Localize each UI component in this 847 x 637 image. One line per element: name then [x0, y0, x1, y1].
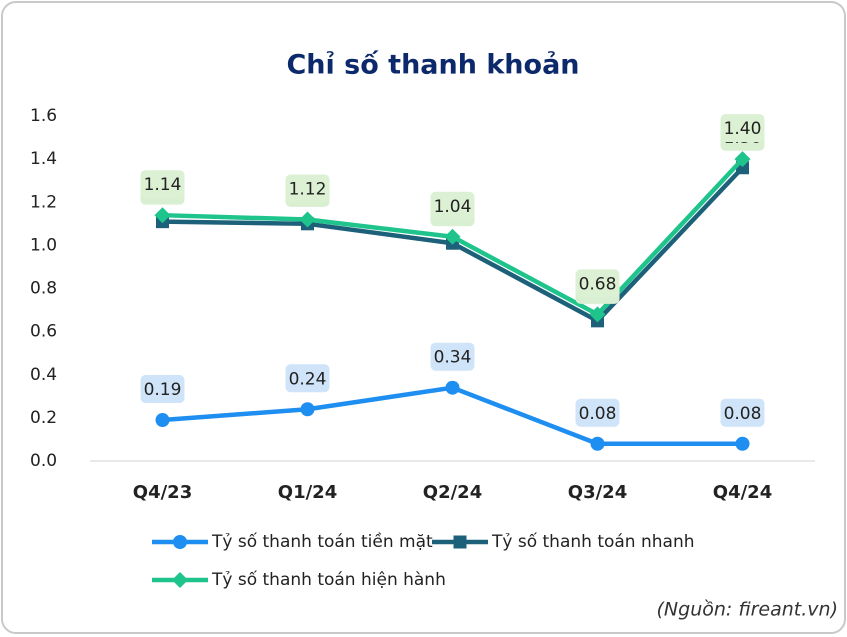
marker [155, 413, 170, 428]
data-label-bg [430, 191, 475, 220]
data-label: 0.34 [434, 348, 472, 368]
data-label: 0.68 [579, 274, 617, 294]
data-label: 1.40 [724, 119, 762, 139]
chart-title: Chỉ số thanh khoản [286, 50, 579, 81]
y-tick-label: 1.4 [30, 149, 57, 169]
legend-label: Tỷ số thanh toán tiền mặt [211, 531, 433, 552]
data-label-bg [140, 170, 185, 199]
marker [172, 572, 188, 588]
data-label-bg [285, 174, 330, 203]
data-label-bg [140, 375, 185, 404]
x-tick-label: Q2/24 [423, 482, 482, 503]
y-tick-label: 1.6 [30, 106, 57, 126]
data-label: 1.04 [434, 197, 472, 217]
x-tick-label: Q4/24 [713, 482, 772, 503]
data-label-bg [575, 269, 620, 298]
y-tick-label: 0.8 [30, 279, 57, 299]
series [154, 151, 751, 323]
data-label: 0.08 [579, 404, 617, 424]
data-label: 0.08 [724, 404, 762, 424]
source: (Nguồn: fireant.vn) [657, 599, 838, 621]
y-tick-label: 1.0 [30, 235, 57, 255]
y-tick-label: 0.0 [30, 451, 57, 471]
data-label-bg [430, 342, 475, 371]
y-tick-label: 1.2 [30, 192, 57, 212]
data-label: 1.12 [289, 180, 327, 200]
series [155, 380, 750, 451]
data-label: 1.14 [144, 175, 182, 195]
y-tick-label: 0.2 [30, 408, 57, 428]
x-tick-label: Q3/24 [568, 482, 627, 503]
data-label: 0.19 [144, 380, 182, 400]
marker [734, 151, 751, 168]
marker [173, 535, 187, 549]
data-label-bg [720, 398, 765, 427]
data-label-bg [575, 398, 620, 427]
marker [154, 207, 171, 224]
marker [445, 380, 460, 395]
x-tick-label: Q4/23 [133, 482, 192, 503]
data-label: 0.24 [289, 369, 327, 389]
data-label-bg [285, 364, 330, 393]
marker [299, 211, 316, 228]
marker [300, 402, 315, 417]
x-tick-label: Q1/24 [278, 482, 337, 503]
marker [735, 436, 750, 451]
marker [444, 228, 461, 245]
legend-label: Tỷ số thanh toán hiện hành [211, 569, 446, 590]
data-label-bg [720, 114, 765, 143]
y-tick-label: 0.4 [30, 365, 57, 385]
marker [453, 535, 467, 549]
marker [590, 436, 605, 451]
marker [589, 306, 606, 323]
y-tick-label: 0.6 [30, 322, 57, 342]
legend-label: Tỷ số thanh toán nhanh [491, 531, 695, 552]
